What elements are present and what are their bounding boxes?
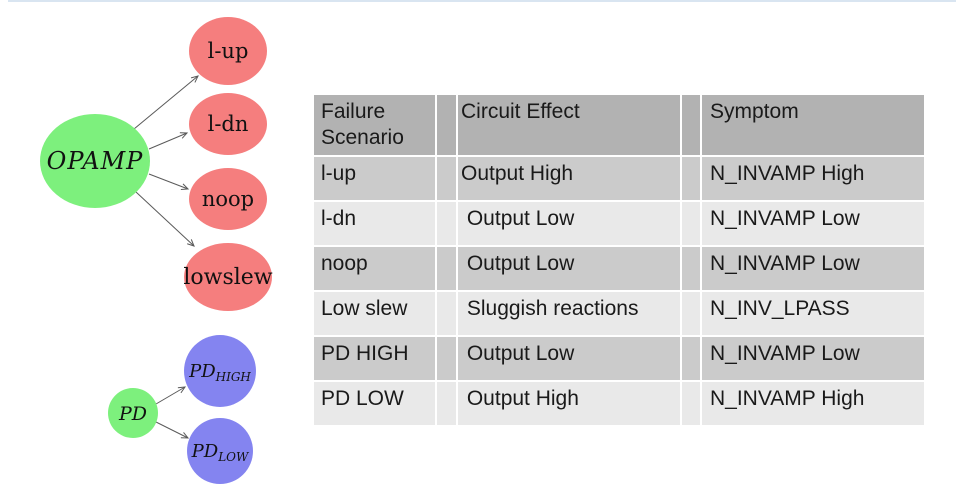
failure-node-noop: noop [189, 168, 267, 230]
noop-label: noop [202, 187, 254, 211]
opamp-ellipse [40, 114, 150, 208]
failure-node-lowslew: lowslew [183, 243, 273, 311]
gap-cell [682, 202, 700, 245]
cell-effect-pd-high: Output Low [458, 337, 680, 380]
cell-effect-noop: Output Low [458, 247, 680, 290]
pd-low-subscript: LOW [217, 450, 250, 464]
gap-cell [437, 292, 456, 335]
edge-opamp-lup [133, 75, 199, 130]
edge-opamp-lowslew [135, 191, 195, 247]
failure-node-l-up: l-up [189, 17, 267, 85]
edge-opamp-ldn [148, 132, 189, 150]
gap-cell [682, 382, 700, 425]
pd-high-base: PD [188, 361, 216, 382]
pd-high-label: PDHIGH [188, 361, 251, 384]
gap-cell [437, 202, 456, 245]
gap-cell [437, 247, 456, 290]
l-up-ellipse [189, 17, 267, 85]
cell-effect-low-slew: Sluggish reactions [458, 292, 680, 335]
cell-scenario-pd-low: PD LOW [314, 382, 435, 425]
pd-high-subscript: HIGH [215, 370, 252, 384]
header-circuit-effect: Circuit Effect [458, 95, 680, 155]
gap-cell [682, 337, 700, 380]
pd-label: PD [118, 403, 147, 425]
edge-opamp-noop [148, 173, 190, 190]
header-failure-scenario: Failure Scenario [314, 95, 435, 155]
cell-scenario-l-dn: l-dn [314, 202, 435, 245]
l-dn-label: l-dn [208, 112, 249, 136]
cell-scenario-l-up: l-up [314, 157, 435, 200]
cell-symptom-pd-low: N_INVAMP High [702, 382, 924, 425]
gap-cell [437, 157, 456, 200]
cell-symptom-l-dn: N_INVAMP Low [702, 202, 924, 245]
failure-node-pd-low: PDLOW [187, 418, 253, 484]
cell-symptom-noop: N_INVAMP Low [702, 247, 924, 290]
pd-circle [108, 388, 158, 438]
cell-effect-l-dn: Output Low [458, 202, 680, 245]
edge-pd-pdlow [155, 421, 190, 439]
failure-node-l-dn: l-dn [189, 93, 267, 155]
window-top-edge-line [8, 0, 956, 2]
pd-low-base: PD [191, 441, 219, 462]
header-gap-2 [682, 95, 700, 155]
fault-tree-diagram: OPAMP l-up l-dn noop lowslew PD PDHIGH P… [40, 17, 273, 484]
cell-symptom-low-slew: N_INV_LPASS [702, 292, 924, 335]
pd-low-circle [187, 418, 253, 484]
failure-scenario-table: Failure Scenario Circuit Effect Symptom … [314, 95, 924, 425]
pd-high-circle [184, 335, 256, 407]
cell-effect-l-up: Output High [458, 157, 680, 200]
pd-node: PD [108, 388, 158, 438]
opamp-node: OPAMP [40, 114, 150, 208]
cell-scenario-noop: noop [314, 247, 435, 290]
opamp-tree-edges [133, 75, 199, 247]
edge-pd-pdhigh [155, 386, 187, 405]
gap-cell [682, 247, 700, 290]
pd-tree-edges [155, 386, 190, 439]
pd-low-label: PDLOW [191, 441, 250, 464]
l-up-label: l-up [208, 39, 249, 63]
lowslew-ellipse [184, 243, 272, 311]
cell-symptom-pd-high: N_INVAMP Low [702, 337, 924, 380]
cell-symptom-l-up: N_INVAMP High [702, 157, 924, 200]
gap-cell [437, 337, 456, 380]
noop-ellipse [189, 168, 267, 230]
l-dn-ellipse [189, 93, 267, 155]
cell-effect-pd-low: Output High [458, 382, 680, 425]
header-symptom: Symptom [702, 95, 924, 155]
failure-node-pd-high: PDHIGH [184, 335, 256, 407]
header-gap-1 [437, 95, 456, 155]
gap-cell [682, 157, 700, 200]
gap-cell [682, 292, 700, 335]
gap-cell [437, 382, 456, 425]
cell-scenario-low-slew: Low slew [314, 292, 435, 335]
opamp-label: OPAMP [47, 147, 144, 175]
cell-scenario-pd-high: PD HIGH [314, 337, 435, 380]
lowslew-label: lowslew [183, 265, 272, 290]
